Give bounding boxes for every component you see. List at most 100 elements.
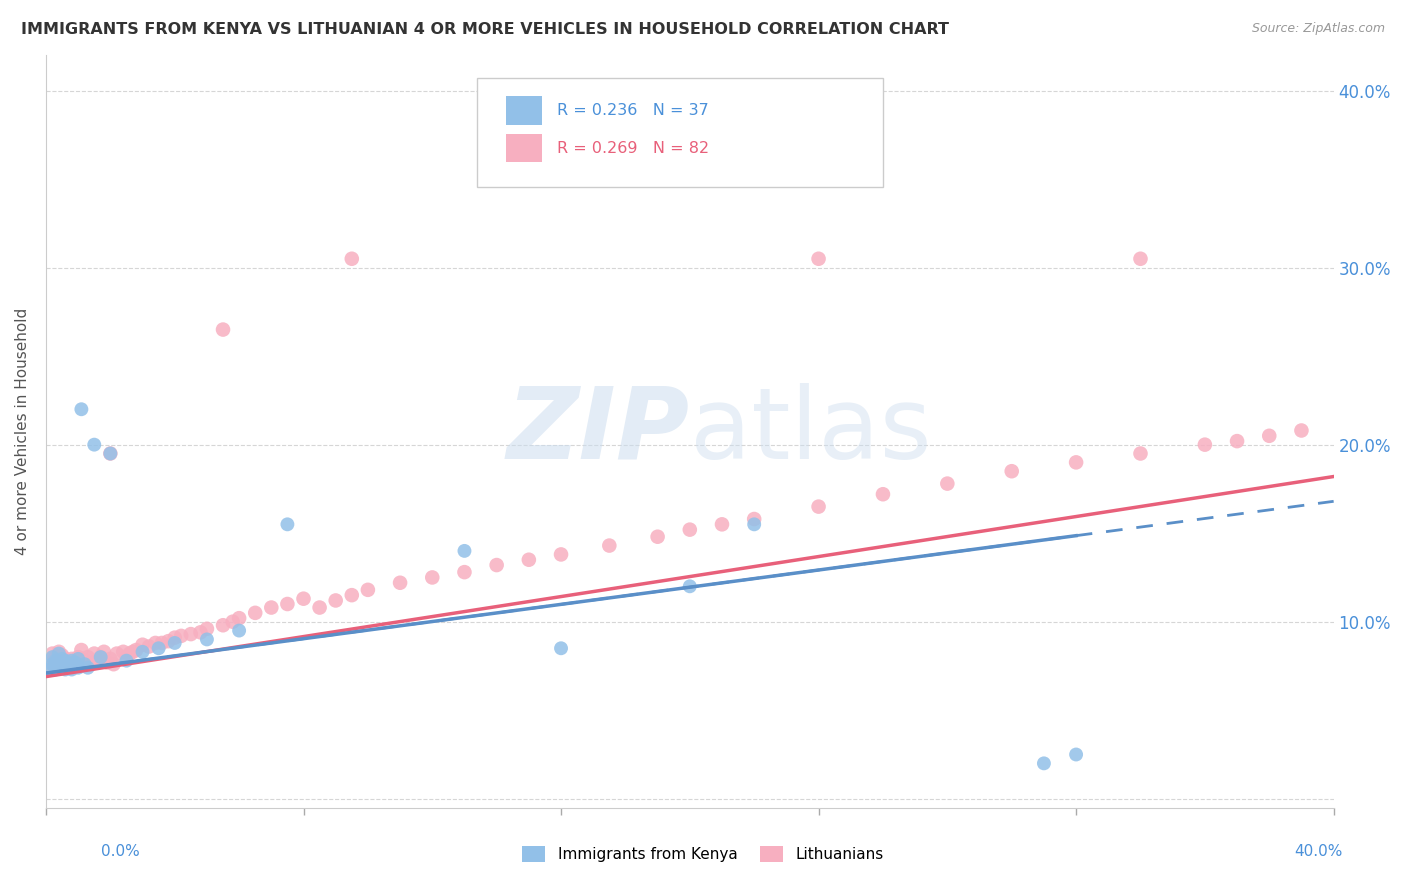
Point (340, 252, 363, 266)
Point (80, 657, 103, 672)
Point (1194, 437, 1216, 451)
Bar (506, 96, 541, 125)
Point (936, 476, 959, 491)
Point (122, 645, 145, 659)
Point (150, 636, 173, 650)
Point (742, 517, 765, 532)
Point (1064, 455, 1087, 469)
Point (45, 650, 67, 665)
Point (276, 517, 298, 532)
Point (1001, 464, 1024, 478)
Point (115, 650, 138, 665)
Text: Source: ZipAtlas.com: Source: ZipAtlas.com (1251, 22, 1385, 36)
Point (51, 659, 73, 673)
Point (58, 657, 80, 672)
Point (70, 643, 93, 657)
Point (212, 322, 235, 336)
Point (453, 565, 475, 579)
Point (76, 661, 98, 675)
Point (308, 600, 330, 615)
Point (96, 656, 118, 670)
Point (260, 600, 283, 615)
Point (598, 539, 620, 553)
Point (98, 446, 121, 460)
Point (58, 656, 80, 670)
Point (105, 647, 128, 661)
Point (131, 638, 153, 652)
Point (228, 611, 250, 625)
Point (58, 659, 80, 673)
Point (679, 523, 702, 537)
Point (83, 647, 105, 661)
Point (41, 656, 63, 670)
Point (163, 631, 186, 645)
Point (1226, 434, 1249, 449)
Point (70, 402, 93, 417)
Point (53, 663, 76, 677)
Point (90, 650, 112, 665)
Point (67, 650, 90, 665)
Point (453, 544, 475, 558)
Point (41, 657, 63, 672)
Point (550, 641, 572, 656)
Point (63, 654, 86, 668)
Point (742, 512, 765, 526)
Y-axis label: 4 or more Vehicles in Household: 4 or more Vehicles in Household (15, 308, 30, 555)
Point (389, 575, 412, 590)
Point (807, 252, 830, 266)
Point (190, 625, 212, 640)
Point (138, 640, 160, 654)
Point (51, 648, 73, 663)
Point (45, 659, 67, 673)
Point (45, 654, 67, 668)
Point (103, 657, 125, 672)
Point (67, 659, 90, 673)
Point (163, 636, 186, 650)
Text: atlas: atlas (690, 383, 931, 480)
Point (63, 656, 86, 670)
Point (48, 659, 70, 673)
Point (212, 618, 235, 632)
Point (115, 654, 138, 668)
Point (98, 652, 121, 666)
Point (170, 629, 193, 643)
Point (485, 558, 508, 572)
Point (195, 632, 218, 647)
Point (51, 652, 73, 666)
Text: 40.0%: 40.0% (1295, 845, 1343, 859)
Point (157, 634, 180, 648)
FancyBboxPatch shape (478, 78, 883, 186)
Point (67, 661, 90, 675)
Point (48, 645, 70, 659)
Point (245, 606, 267, 620)
Point (872, 487, 894, 501)
Point (807, 500, 830, 514)
Point (1258, 429, 1281, 443)
Point (38, 661, 60, 675)
Point (67, 652, 90, 666)
Point (325, 593, 347, 607)
Point (76, 650, 98, 665)
Point (145, 636, 167, 650)
Point (60, 654, 83, 668)
Legend: Immigrants from Kenya, Lithuanians: Immigrants from Kenya, Lithuanians (516, 840, 890, 868)
Point (118, 647, 141, 661)
Point (60, 663, 83, 677)
Point (60, 661, 83, 675)
Point (53, 661, 76, 675)
Point (647, 530, 669, 544)
Point (1129, 252, 1152, 266)
Point (517, 553, 540, 567)
Point (90, 650, 112, 665)
Point (73, 654, 96, 668)
Point (679, 579, 702, 593)
Point (1064, 747, 1087, 762)
Point (51, 661, 73, 675)
Point (38, 663, 60, 677)
Point (83, 437, 105, 451)
Point (340, 588, 363, 602)
Point (60, 652, 83, 666)
Text: R = 0.269   N = 82: R = 0.269 N = 82 (557, 141, 709, 155)
Point (1129, 446, 1152, 460)
Point (73, 657, 96, 672)
